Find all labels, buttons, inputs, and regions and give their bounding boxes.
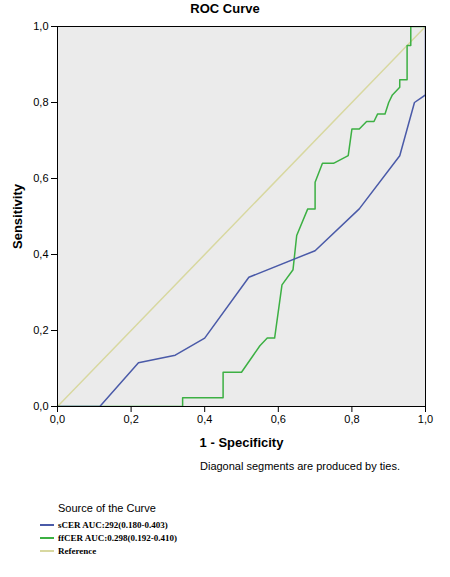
svg-text:1 - Specificity: 1 - Specificity bbox=[200, 435, 285, 450]
html-text:ffCER AUC:0.298(0.192-0.410): ffCER AUC:0.298(0.192-0.410) bbox=[58, 532, 177, 543]
html-text:ROC Curve: ROC Curve bbox=[190, 1, 260, 16]
svg-text:0,2: 0,2 bbox=[123, 413, 138, 425]
svg-text:0,2: 0,2 bbox=[33, 324, 48, 336]
svg-text:0,0: 0,0 bbox=[50, 413, 65, 425]
svg-text:1,0: 1,0 bbox=[33, 20, 48, 32]
svg-text:0,6: 0,6 bbox=[271, 413, 286, 425]
svg-text:Sensitivity: Sensitivity bbox=[10, 183, 25, 249]
svg-text:0,4: 0,4 bbox=[33, 248, 48, 260]
svg-text:0,8: 0,8 bbox=[344, 413, 359, 425]
html-text:Reference: Reference bbox=[58, 545, 97, 556]
svg-text:1,0: 1,0 bbox=[418, 413, 433, 425]
svg-text:0,0: 0,0 bbox=[33, 400, 48, 412]
html-text:sCER AUC:292(0.180-0.403): sCER AUC:292(0.180-0.403) bbox=[58, 519, 168, 530]
html-text:Source of the Curve: Source of the Curve bbox=[58, 502, 156, 514]
svg-text:0,8: 0,8 bbox=[33, 96, 48, 108]
svg-text:0,4: 0,4 bbox=[197, 413, 212, 425]
svg-text:0,6: 0,6 bbox=[33, 172, 48, 184]
html-text:Diagonal segments are produced: Diagonal segments are produced by ties. bbox=[200, 460, 400, 472]
